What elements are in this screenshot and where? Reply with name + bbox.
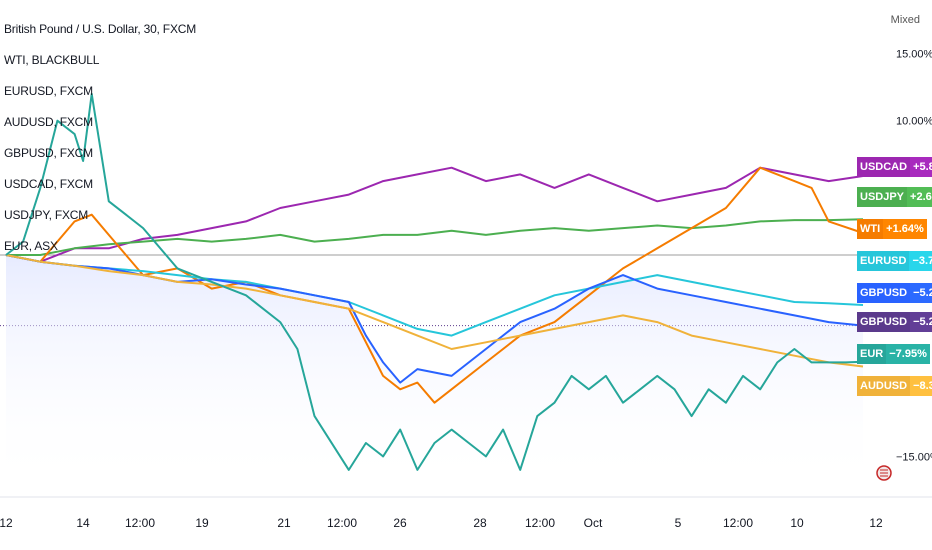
- price-badge-wti: WTI +1.64%: [857, 219, 928, 239]
- series-line-audusd: [5, 254, 864, 368]
- badge-value: +1.64%: [883, 219, 928, 239]
- series-line-usdjpy: [6, 218, 864, 256]
- price-badge-usdjpy: USDJPY+2.66%: [857, 187, 932, 207]
- y-tick-label: −15.00%: [896, 451, 932, 463]
- badge-symbol: AUDUSD: [857, 376, 911, 396]
- price-badge-gbpusd: GBPUSD−5.26%: [857, 283, 932, 303]
- badge-symbol: EUR: [857, 344, 887, 364]
- x-tick-label: 10: [790, 516, 804, 530]
- x-tick-label: 12:00: [125, 516, 155, 530]
- x-tick-label: 21: [277, 516, 291, 530]
- price-badge-eurusd: EURUSD−3.72%: [857, 251, 932, 271]
- series-line-eur: [5, 92, 864, 471]
- series-line-usdcad: [5, 166, 864, 263]
- badge-value: −8.30%: [910, 376, 932, 396]
- badge-symbol: WTI: [857, 219, 884, 239]
- badge-symbol: USDCAD: [857, 157, 911, 177]
- series-layer: [5, 92, 864, 471]
- badge-symbol: GBPUSD: [857, 312, 911, 332]
- legend-item[interactable]: British Pound / U.S. Dollar, 30, FXCM: [4, 22, 197, 36]
- legend-item[interactable]: WTI, BLACKBULL: [4, 53, 100, 67]
- badge-value: −5.26%: [910, 283, 932, 303]
- badge-symbol: USDJPY: [857, 187, 908, 207]
- x-tick-label: 12:00: [525, 516, 555, 530]
- x-tick-label: 12: [0, 516, 13, 530]
- legend-item[interactable]: USDCAD, FXCM: [4, 177, 93, 191]
- legend-item[interactable]: USDJPY, FXCM: [4, 208, 89, 222]
- badge-value: −7.95%: [886, 344, 931, 364]
- logo-icon: [876, 465, 892, 481]
- x-tick-label: 12:00: [723, 516, 753, 530]
- y-tick-label: 15.00%: [896, 49, 932, 61]
- badge-value: −3.72%: [909, 251, 932, 271]
- x-tick-label: Oct: [584, 516, 603, 530]
- price-badge-gbpusd: GBPUSD−5.26%: [857, 312, 932, 332]
- legend-item[interactable]: EURUSD, FXCM: [4, 84, 93, 98]
- series-line-eurusd: [5, 254, 864, 337]
- x-tick-label: 12:00: [327, 516, 357, 530]
- badge-value: +2.66%: [907, 187, 932, 207]
- axis-layer: 15.00% 10.00% −15.00% 12 14 12:00 19 21 12:00 26 2…: [0, 49, 932, 530]
- legend-item[interactable]: EUR, ASX: [4, 239, 58, 253]
- price-badge-usdcad: USDCAD+5.88%: [857, 157, 932, 177]
- scale-mode-label[interactable]: Mixed: [890, 14, 920, 26]
- price-badge-eur: EUR −7.95%: [857, 344, 931, 364]
- x-tick-label: 28: [473, 516, 487, 530]
- legend-item[interactable]: GBPUSD, FXCM: [4, 146, 93, 160]
- legend-item[interactable]: AUDUSD, FXCM: [4, 115, 93, 129]
- legend: British Pound / U.S. Dollar, 30, FXCM WTI…: [4, 22, 196, 270]
- price-badge-audusd: AUDUSD−8.30%: [857, 376, 932, 396]
- badge-symbol: EURUSD: [857, 251, 910, 271]
- x-tick-label: 14: [76, 516, 90, 530]
- badge-symbol: GBPUSD: [857, 283, 911, 303]
- x-tick-label: 5: [675, 516, 682, 530]
- x-tick-label: 19: [195, 516, 209, 530]
- x-tick-label: 12: [869, 516, 883, 530]
- y-tick-label: 10.00%: [896, 116, 932, 128]
- x-tick-label: 26: [393, 516, 407, 530]
- badge-value: −5.26%: [910, 312, 932, 332]
- badge-value: +5.88%: [910, 157, 932, 177]
